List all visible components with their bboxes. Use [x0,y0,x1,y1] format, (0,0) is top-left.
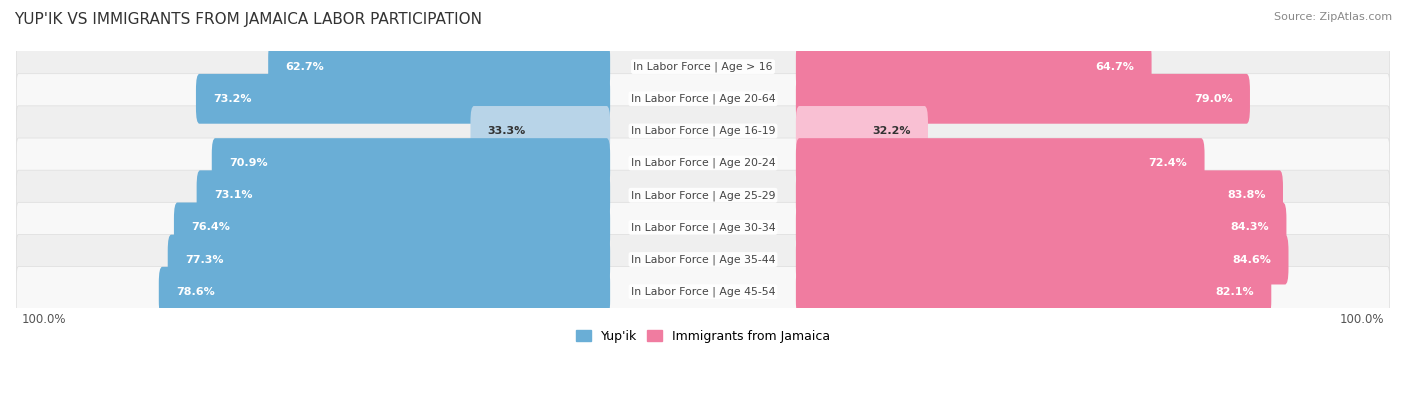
Text: 76.4%: 76.4% [191,222,231,232]
Text: YUP'IK VS IMMIGRANTS FROM JAMAICA LABOR PARTICIPATION: YUP'IK VS IMMIGRANTS FROM JAMAICA LABOR … [14,12,482,27]
FancyBboxPatch shape [796,42,1152,92]
FancyBboxPatch shape [17,106,1389,156]
FancyBboxPatch shape [195,74,610,124]
FancyBboxPatch shape [17,202,1389,252]
Text: 33.3%: 33.3% [488,126,526,136]
FancyBboxPatch shape [796,267,1271,317]
Text: 70.9%: 70.9% [229,158,267,168]
FancyBboxPatch shape [796,106,928,156]
FancyBboxPatch shape [212,138,610,188]
Text: 32.2%: 32.2% [872,126,911,136]
Text: 72.4%: 72.4% [1149,158,1187,168]
Text: 64.7%: 64.7% [1095,62,1135,71]
FancyBboxPatch shape [17,170,1389,220]
Text: 83.8%: 83.8% [1227,190,1265,200]
Legend: Yup'ik, Immigrants from Jamaica: Yup'ik, Immigrants from Jamaica [571,325,835,348]
Text: 100.0%: 100.0% [22,312,66,325]
Text: In Labor Force | Age 20-64: In Labor Force | Age 20-64 [631,94,775,104]
Text: 82.1%: 82.1% [1215,287,1254,297]
Text: 84.6%: 84.6% [1233,254,1271,265]
FancyBboxPatch shape [197,170,610,220]
FancyBboxPatch shape [796,74,1250,124]
Text: 79.0%: 79.0% [1194,94,1233,104]
Text: 73.2%: 73.2% [214,94,252,104]
FancyBboxPatch shape [17,74,1389,124]
FancyBboxPatch shape [17,267,1389,317]
FancyBboxPatch shape [167,235,610,284]
FancyBboxPatch shape [17,138,1389,188]
Text: 77.3%: 77.3% [186,254,224,265]
Text: 100.0%: 100.0% [1340,312,1384,325]
Text: Source: ZipAtlas.com: Source: ZipAtlas.com [1274,12,1392,22]
FancyBboxPatch shape [796,235,1288,284]
FancyBboxPatch shape [796,203,1286,252]
Text: In Labor Force | Age > 16: In Labor Force | Age > 16 [633,61,773,72]
Text: In Labor Force | Age 25-29: In Labor Force | Age 25-29 [631,190,775,201]
FancyBboxPatch shape [471,106,610,156]
FancyBboxPatch shape [17,41,1389,92]
Text: In Labor Force | Age 30-34: In Labor Force | Age 30-34 [631,222,775,233]
Text: In Labor Force | Age 16-19: In Labor Force | Age 16-19 [631,126,775,136]
Text: 73.1%: 73.1% [214,190,252,200]
Text: 62.7%: 62.7% [285,62,325,71]
Text: In Labor Force | Age 35-44: In Labor Force | Age 35-44 [631,254,775,265]
Text: In Labor Force | Age 45-54: In Labor Force | Age 45-54 [631,286,775,297]
FancyBboxPatch shape [159,267,610,317]
FancyBboxPatch shape [17,235,1389,285]
FancyBboxPatch shape [796,138,1205,188]
FancyBboxPatch shape [269,42,610,92]
FancyBboxPatch shape [174,203,610,252]
FancyBboxPatch shape [796,170,1284,220]
Text: 78.6%: 78.6% [176,287,215,297]
Text: 84.3%: 84.3% [1230,222,1270,232]
Text: In Labor Force | Age 20-24: In Labor Force | Age 20-24 [631,158,775,168]
